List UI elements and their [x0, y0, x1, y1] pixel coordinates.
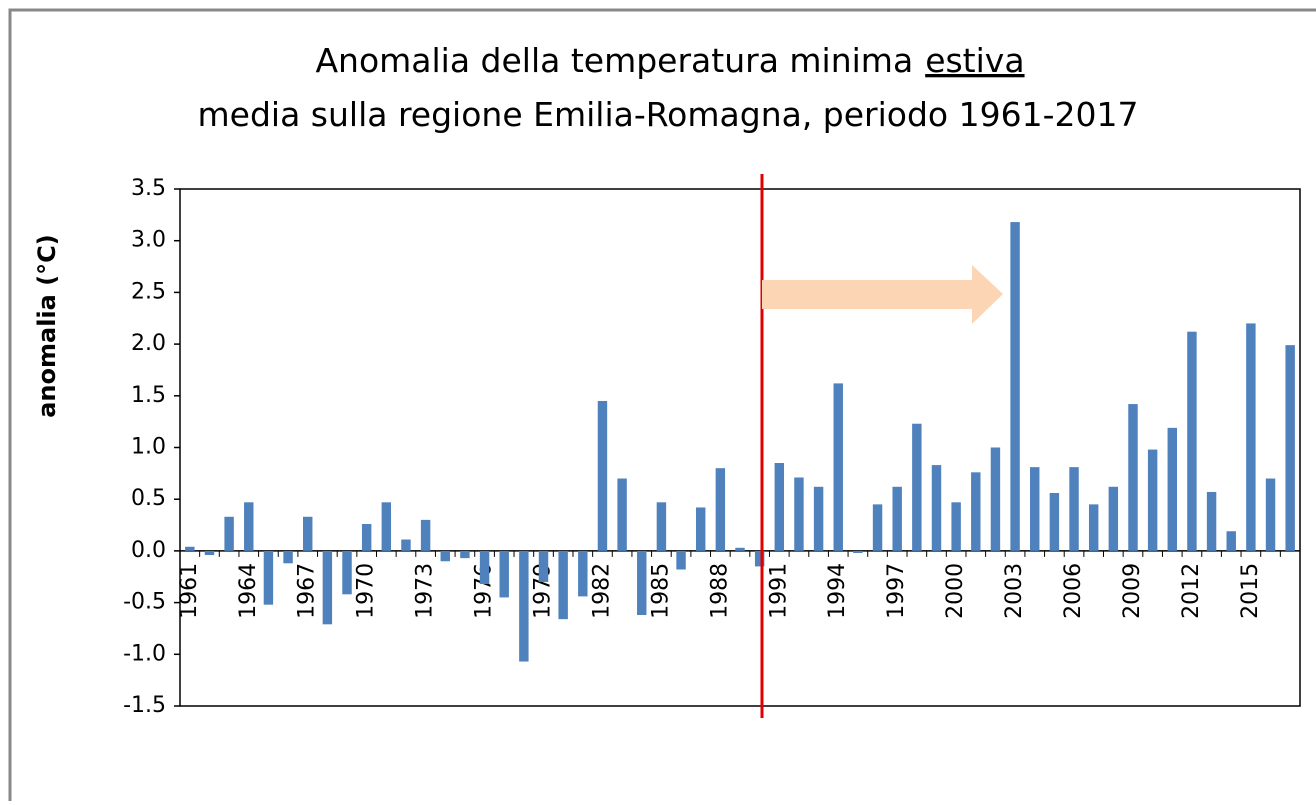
y-tick-label: 1.5 [131, 383, 166, 408]
bar [1285, 345, 1295, 551]
bar [401, 539, 411, 551]
bar [833, 383, 843, 551]
x-tick-label: 2003 [1002, 563, 1027, 619]
bar [283, 550, 293, 564]
bar [754, 550, 765, 567]
y-tick-label: 2.5 [131, 279, 166, 304]
bar [774, 463, 785, 551]
bar [1128, 404, 1138, 551]
bar [794, 477, 804, 551]
bar [361, 524, 372, 551]
bar [263, 550, 274, 605]
bar [1069, 467, 1079, 551]
bar [872, 504, 883, 551]
y-tick-label: -1.0 [123, 641, 166, 666]
bar [912, 423, 922, 551]
x-tick-label: 1997 [884, 563, 909, 619]
bar [892, 486, 902, 551]
x-tick-label: 1961 [177, 563, 202, 619]
bar [479, 550, 490, 584]
bar [1088, 504, 1099, 551]
y-tick-label: 3.5 [131, 176, 166, 201]
bar [460, 550, 470, 559]
y-tick-label: -1.5 [123, 693, 166, 718]
bar [185, 546, 195, 551]
bar [558, 550, 568, 620]
y-tick-label: 1.0 [131, 435, 166, 460]
y-axis-label: anomalia (°C) [33, 234, 61, 418]
bar [990, 447, 1001, 551]
bar [1187, 331, 1197, 551]
x-tick-label: 1994 [825, 563, 850, 619]
y-tick-label: 3.0 [131, 228, 166, 253]
bar [971, 472, 981, 551]
x-tick-label: 2012 [1179, 563, 1204, 619]
bar [1226, 531, 1236, 551]
bar [499, 550, 509, 598]
x-tick-label: 1964 [236, 563, 261, 619]
bar [656, 502, 667, 551]
bar [813, 486, 824, 551]
arrow [762, 265, 1003, 324]
title-text: Anomalia della temperatura minima [315, 41, 913, 80]
y-tick-label: 0.5 [131, 486, 166, 511]
bar [1265, 478, 1276, 551]
bar [597, 400, 608, 551]
bar [244, 502, 254, 551]
bar [715, 468, 726, 551]
bar [676, 550, 686, 570]
x-tick-label: 2015 [1238, 563, 1263, 619]
bar [303, 516, 313, 551]
x-tick-label: 1970 [354, 563, 379, 619]
bar [440, 550, 450, 562]
bar [1049, 492, 1060, 551]
bar [538, 550, 549, 582]
x-tick-label: 1991 [766, 563, 791, 619]
bar [931, 465, 942, 551]
bar [617, 478, 627, 551]
x-tick-label: 1985 [648, 563, 673, 619]
bar [1167, 427, 1177, 551]
bar [637, 550, 647, 616]
title-emphasis: estiva [925, 41, 1024, 80]
bar [853, 550, 863, 553]
x-tick-label: 2009 [1120, 563, 1145, 619]
bar [342, 550, 352, 595]
x-tick-label: 1982 [589, 563, 614, 619]
bar [224, 516, 234, 551]
x-tick-label: 1967 [295, 563, 320, 619]
bar [322, 550, 333, 625]
bar [1108, 486, 1119, 551]
y-tick-label: 0.0 [131, 538, 166, 563]
x-tick-label: 2006 [1061, 563, 1086, 619]
y-tick-label: 2.0 [131, 331, 166, 356]
bar [1010, 222, 1020, 551]
bar [578, 550, 588, 597]
bar [1206, 491, 1217, 551]
chart-title: Anomalia della temperatura minima estiva [315, 41, 1024, 80]
bar [519, 550, 529, 662]
chart-subtitle: media sulla regione Emilia-Romagna, peri… [198, 95, 1139, 134]
bar [1147, 449, 1158, 551]
bar [735, 547, 745, 551]
bar [1030, 467, 1040, 551]
bar [951, 502, 961, 551]
y-tick-label: -0.5 [123, 590, 166, 615]
bar [381, 502, 392, 551]
bar [695, 507, 706, 551]
chart-frame [8, 8, 1316, 805]
bar [204, 550, 215, 556]
bar [1246, 323, 1256, 551]
x-tick-label: 2000 [943, 563, 968, 619]
bar [420, 519, 431, 551]
x-tick-label: 1973 [413, 563, 438, 619]
x-tick-label: 1988 [707, 563, 732, 619]
